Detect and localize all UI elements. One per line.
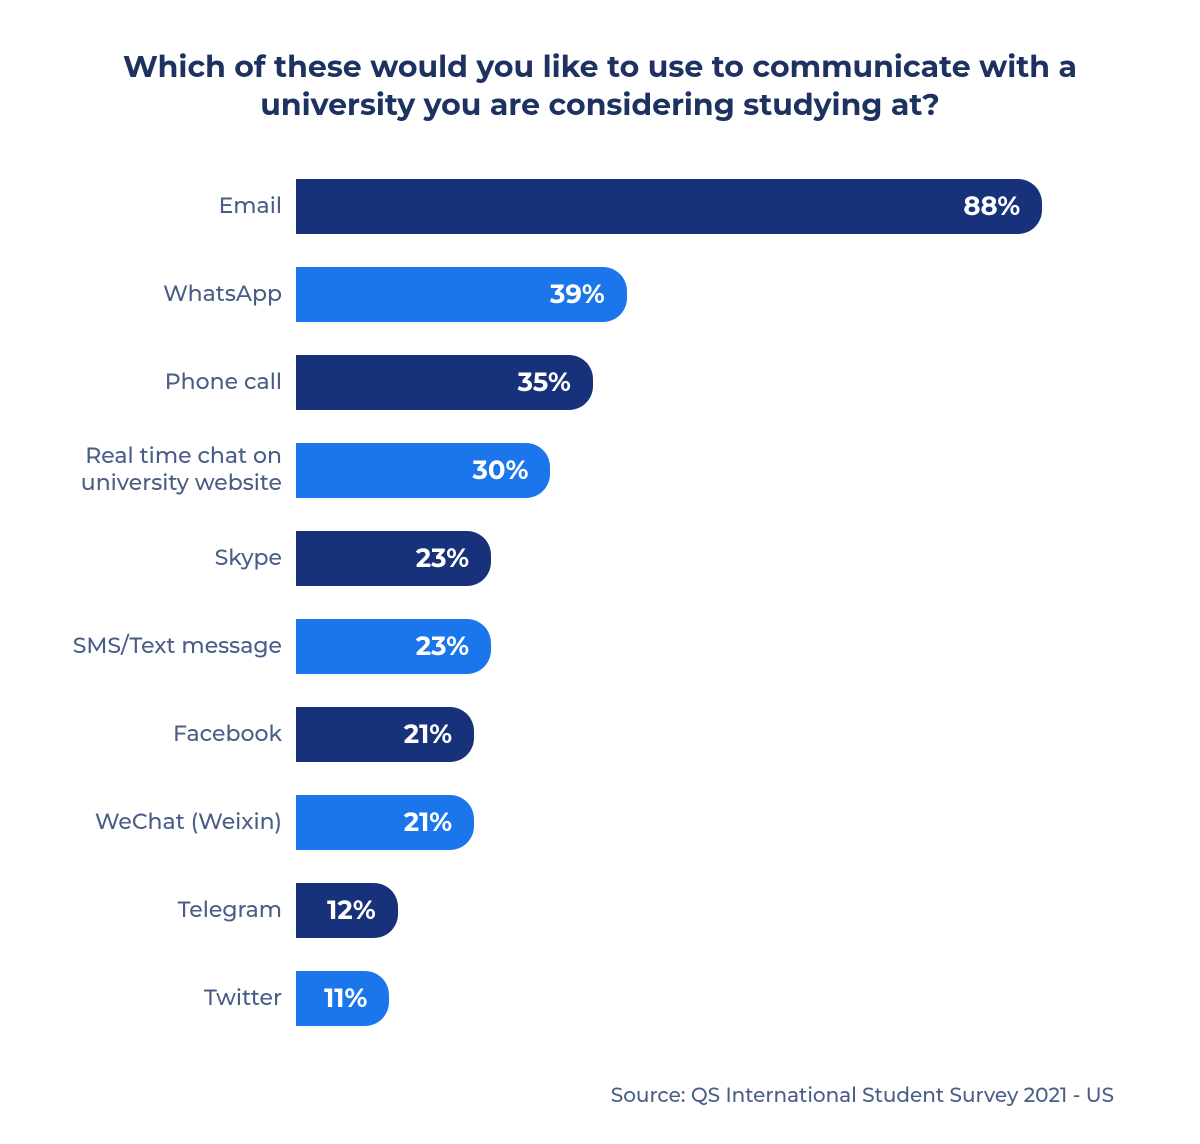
bar: 21%	[296, 795, 474, 850]
bar-label: Telegram	[56, 897, 296, 924]
bar-row: Telegram 12%	[56, 883, 1144, 938]
bar-track: 23%	[296, 531, 1144, 586]
bar-row: Skype 23%	[56, 531, 1144, 586]
bar-track: 12%	[296, 883, 1144, 938]
bar-value-label: 30%	[473, 454, 529, 486]
bar-label: WhatsApp	[56, 281, 296, 308]
bar-track: 21%	[296, 795, 1144, 850]
bar-label: Facebook	[56, 721, 296, 748]
bar-value-label: 23%	[416, 630, 469, 662]
bar: 39%	[296, 267, 627, 322]
bar-label: Phone call	[56, 369, 296, 396]
bar-row: Twitter 11%	[56, 971, 1144, 1026]
bar-row: Facebook 21%	[56, 707, 1144, 762]
bar-track: 30%	[296, 443, 1144, 498]
bar: 21%	[296, 707, 474, 762]
bar: 23%	[296, 619, 491, 674]
bar-row: Phone call 35%	[56, 355, 1144, 410]
bar: 12%	[296, 883, 398, 938]
bar-row: Real time chat on university website 30%	[56, 443, 1144, 498]
bar-label: WeChat (Weixin)	[56, 809, 296, 836]
bar: 88%	[296, 179, 1042, 234]
bar-chart: Email 88% WhatsApp 39% Phone call 35% Real tim…	[56, 179, 1144, 1026]
bar-track: 23%	[296, 619, 1144, 674]
bar-value-label: 12%	[327, 894, 376, 926]
bar: 11%	[296, 971, 389, 1026]
bar-label: Real time chat on university website	[56, 443, 296, 497]
bar: 30%	[296, 443, 550, 498]
bar-row: WeChat (Weixin) 21%	[56, 795, 1144, 850]
bar-label: SMS/Text message	[56, 633, 296, 660]
bar-value-label: 23%	[416, 542, 469, 574]
bar-row: SMS/Text message 23%	[56, 619, 1144, 674]
bar-row: Email 88%	[56, 179, 1144, 234]
bar-track: 88%	[296, 179, 1144, 234]
bar-track: 39%	[296, 267, 1144, 322]
bar-track: 11%	[296, 971, 1144, 1026]
bar-value-label: 21%	[404, 806, 452, 838]
bar-value-label: 11%	[324, 982, 367, 1014]
bar: 35%	[296, 355, 593, 410]
bar-track: 21%	[296, 707, 1144, 762]
source-caption: Source: QS International Student Survey …	[56, 1084, 1144, 1108]
bar: 23%	[296, 531, 491, 586]
bar-label: Skype	[56, 545, 296, 572]
bar-row: WhatsApp 39%	[56, 267, 1144, 322]
bar-value-label: 88%	[963, 190, 1020, 222]
bar-label: Twitter	[56, 985, 296, 1012]
bar-value-label: 35%	[518, 366, 571, 398]
bar-value-label: 21%	[404, 718, 452, 750]
bar-track: 35%	[296, 355, 1144, 410]
chart-title: Which of these would you like to use to …	[110, 48, 1090, 125]
bar-value-label: 39%	[550, 278, 605, 310]
bar-label: Email	[56, 193, 296, 220]
